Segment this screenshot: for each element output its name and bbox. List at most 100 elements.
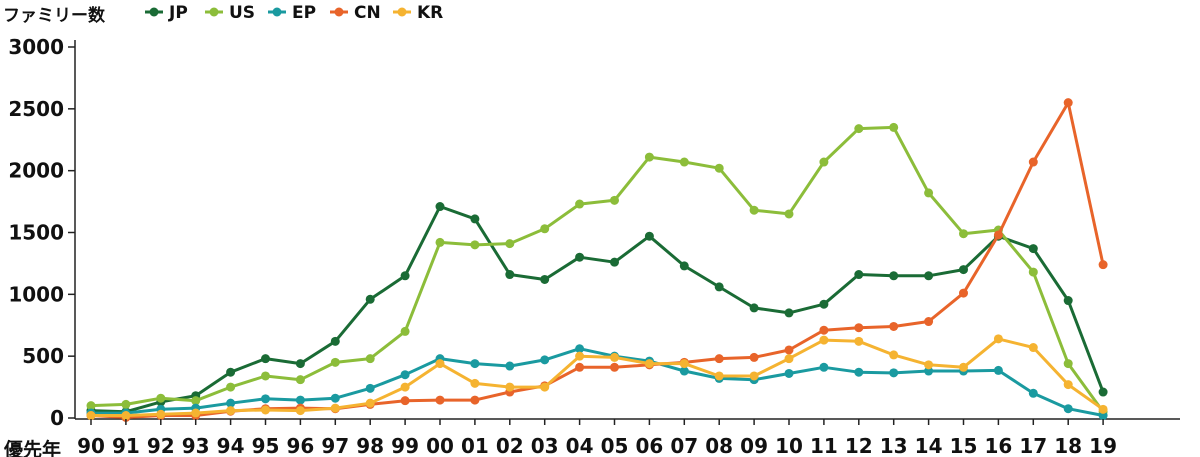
legend-swatch-dot	[334, 7, 344, 17]
data-point	[435, 202, 445, 212]
data-point	[191, 408, 201, 418]
x-tick-label: 13	[880, 434, 908, 457]
data-point	[784, 368, 794, 378]
data-point	[924, 271, 934, 281]
data-point	[679, 366, 689, 376]
data-point	[784, 308, 794, 318]
legend-label: JP	[168, 3, 188, 23]
legend-item-cn: CN	[330, 3, 381, 23]
data-point	[924, 360, 934, 370]
data-point	[749, 371, 759, 381]
legend-label: EP	[292, 3, 316, 23]
data-point	[400, 396, 410, 406]
data-point	[819, 325, 829, 335]
x-tick-label: 97	[321, 434, 349, 457]
data-point	[679, 359, 689, 369]
legend-item-kr: KR	[393, 3, 443, 23]
data-point	[714, 282, 724, 292]
data-point	[610, 352, 619, 362]
series-line	[90, 205, 1105, 414]
data-point	[819, 362, 829, 372]
data-point	[575, 252, 585, 262]
x-tick-label: 18	[1054, 434, 1082, 457]
series-jp	[86, 202, 1108, 417]
data-point	[610, 362, 619, 372]
data-point	[575, 199, 585, 209]
data-point	[330, 403, 340, 413]
data-point	[959, 265, 968, 275]
series-group	[86, 98, 1108, 422]
data-point	[400, 271, 410, 281]
data-point	[749, 205, 759, 215]
x-tick-label: 03	[531, 434, 559, 457]
data-point	[679, 261, 689, 271]
data-point	[365, 383, 375, 393]
data-point	[1028, 244, 1038, 254]
data-point	[854, 270, 864, 280]
series-us	[86, 122, 1108, 417]
series-line	[91, 347, 1104, 417]
data-point	[784, 209, 794, 219]
x-tick-label: 15	[950, 434, 978, 457]
data-point	[295, 359, 305, 369]
data-point	[261, 405, 270, 415]
data-point	[540, 224, 550, 234]
data-point	[470, 395, 480, 405]
data-point	[959, 288, 968, 298]
data-point	[435, 237, 445, 247]
data-point	[575, 351, 585, 361]
data-point	[365, 354, 375, 364]
x-tick-label: 00	[426, 434, 454, 457]
legend-swatch-dot	[149, 7, 159, 17]
data-point	[819, 299, 829, 309]
x-tick-label: 06	[635, 434, 663, 457]
x-tick-label: 90	[77, 434, 105, 457]
data-point	[121, 411, 131, 421]
data-point	[470, 240, 480, 250]
data-point	[924, 188, 934, 198]
data-point	[644, 231, 654, 241]
data-point	[505, 239, 515, 249]
x-tick-label: 96	[286, 434, 314, 457]
data-point	[400, 382, 410, 392]
data-point	[959, 229, 968, 239]
data-point	[575, 344, 585, 354]
data-point	[889, 350, 899, 360]
data-point	[819, 157, 829, 167]
data-point	[470, 378, 480, 388]
x-tick-label: 11	[810, 434, 838, 457]
data-point	[400, 370, 410, 380]
data-point	[959, 362, 968, 372]
data-point	[226, 398, 236, 408]
data-point	[644, 359, 654, 369]
y-tick-label: 2500	[8, 97, 64, 121]
x-tick-label: 19	[1089, 434, 1117, 457]
legend-item-us: US	[205, 3, 255, 23]
data-point	[1063, 404, 1073, 414]
data-point	[226, 367, 236, 377]
data-point	[156, 409, 166, 419]
legend-item-jp: JP	[145, 3, 188, 23]
x-tick-label: 14	[915, 434, 943, 457]
data-point	[1063, 296, 1073, 306]
data-point	[714, 163, 724, 173]
data-point	[121, 399, 131, 409]
legend: JP US EP CN KR	[145, 3, 443, 23]
data-point	[330, 357, 340, 367]
legend-swatch-dot	[397, 7, 407, 17]
data-point	[924, 317, 934, 327]
x-tick-label: 16	[984, 434, 1012, 457]
data-point	[993, 334, 1003, 344]
data-point	[86, 411, 96, 421]
data-point	[365, 294, 375, 304]
legend-swatch-dot	[272, 7, 282, 17]
data-point	[435, 359, 445, 369]
data-point	[1063, 359, 1073, 369]
data-point	[749, 303, 759, 313]
y-tick-label: 3000	[8, 35, 64, 59]
axes	[74, 40, 1180, 420]
y-tick-label: 1000	[8, 282, 64, 306]
data-point	[330, 336, 340, 346]
data-point	[1028, 388, 1038, 398]
y-tick-label: 0	[50, 406, 64, 430]
